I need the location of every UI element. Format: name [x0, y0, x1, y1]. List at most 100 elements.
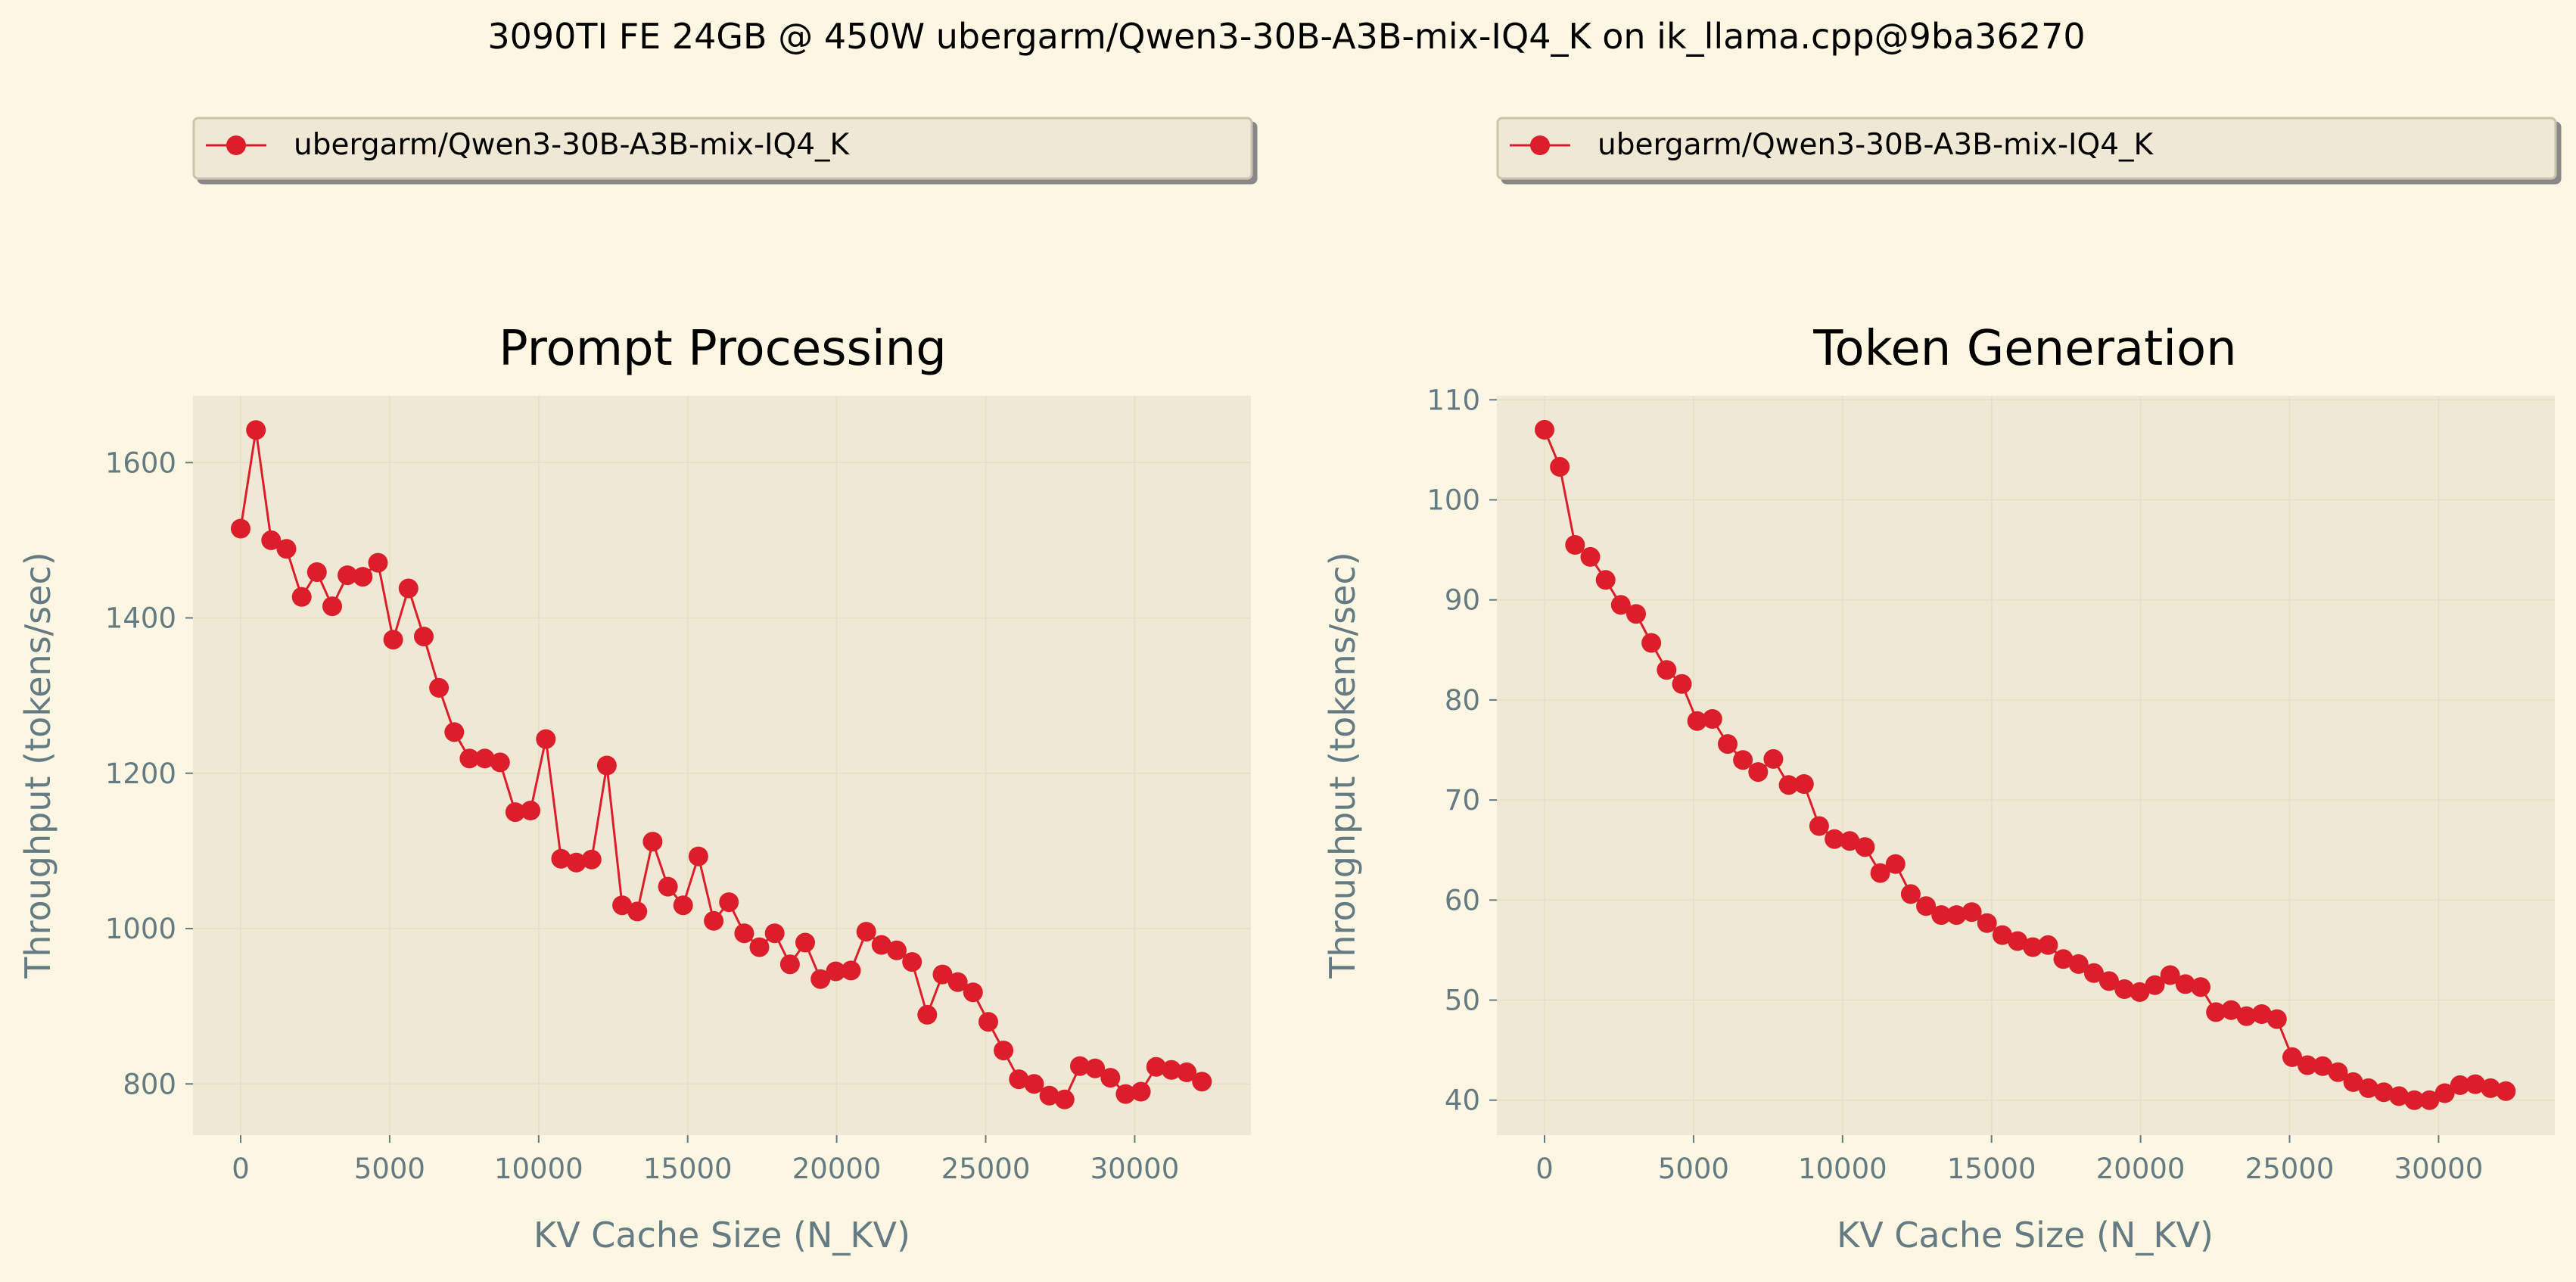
data-point	[2389, 1086, 2410, 1106]
data-point	[322, 596, 342, 617]
data-point	[871, 935, 891, 955]
data-point	[1931, 905, 1952, 926]
data-point	[994, 1041, 1014, 1061]
data-point	[398, 578, 418, 599]
x-tick-label: 10000	[1798, 1153, 1887, 1185]
data-point	[566, 852, 586, 873]
data-point	[1900, 884, 1921, 904]
data-point	[1595, 570, 1616, 590]
data-point	[1687, 711, 1707, 731]
legend-box	[1496, 117, 2557, 180]
y-tick-label: 70	[1445, 784, 1480, 817]
data-point	[1580, 546, 1601, 567]
data-point	[2191, 977, 2210, 997]
data-point	[1809, 816, 1829, 836]
data-point	[1885, 854, 1906, 874]
data-point	[2083, 963, 2104, 983]
data-point	[1763, 748, 1784, 769]
data-point	[841, 960, 861, 981]
data-point	[1070, 1056, 1090, 1076]
data-point	[2251, 1004, 2272, 1024]
data-point	[2404, 1090, 2425, 1110]
data-point	[658, 876, 678, 897]
legend: ubergarm/Qwen3-30B-A3B-mix-IQ4_K	[192, 117, 1253, 180]
data-point	[2465, 1074, 2485, 1094]
data-point	[1733, 750, 1753, 770]
x-tick-label: 0	[1535, 1153, 1554, 1185]
data-point	[2374, 1082, 2394, 1103]
x-tick-label: 25000	[2245, 1153, 2335, 1185]
data-point	[642, 832, 663, 852]
data-point	[2358, 1078, 2378, 1098]
data-point	[383, 630, 403, 650]
figure-suptitle: 3090TI FE 24GB @ 450W ubergarm/Qwen3-30B…	[487, 16, 2085, 57]
y-axis-ticks: 800 1000 1200 1400 1600	[105, 447, 193, 1100]
data-point	[627, 901, 648, 922]
x-axis-label: KV Cache Size (N_KV)	[1837, 1215, 2214, 1256]
grid	[193, 396, 1251, 1135]
data-point	[1161, 1060, 1181, 1080]
data-point	[1535, 419, 1554, 440]
data-point	[2434, 1083, 2455, 1103]
data-point	[2099, 971, 2119, 991]
legend-box	[192, 117, 1253, 180]
data-point	[353, 567, 373, 587]
data-point	[2160, 965, 2180, 985]
data-point	[2481, 1078, 2501, 1098]
chart-token-generation: ubergarm/Qwen3-30B-A3B-mix-IQ4_K Token G…	[1322, 117, 2557, 1256]
data-point	[474, 748, 495, 769]
y-tick-label: 80	[1445, 684, 1480, 717]
data-point	[1024, 1074, 1044, 1094]
data-point	[521, 801, 541, 820]
data-point	[978, 1012, 998, 1032]
data-point	[1702, 709, 1722, 729]
data-point	[444, 722, 465, 742]
x-axis-ticks: 0 5000 10000 15000 20000 25000 30000	[232, 1135, 1179, 1185]
x-tick-label: 10000	[494, 1153, 583, 1185]
data-point	[414, 627, 434, 647]
data-point	[932, 964, 953, 985]
data-point	[1192, 1072, 1212, 1092]
plot-title: Prompt Processing	[499, 321, 947, 377]
data-point	[1100, 1068, 1121, 1088]
x-tick-label: 5000	[1658, 1153, 1729, 1185]
legend-label: ubergarm/Qwen3-30B-A3B-mix-IQ4_K	[294, 128, 851, 162]
data-point	[2496, 1081, 2516, 1101]
data-point	[826, 961, 846, 982]
legend: ubergarm/Qwen3-30B-A3B-mix-IQ4_K	[1496, 117, 2557, 180]
y-tick-label: 800	[123, 1068, 176, 1100]
data-point	[261, 530, 282, 550]
data-point	[1039, 1085, 1059, 1106]
y-tick-label: 60	[1445, 884, 1480, 916]
data-point	[2068, 954, 2089, 974]
data-point	[536, 729, 556, 749]
data-point	[2221, 1000, 2242, 1020]
data-point	[719, 892, 739, 913]
x-axis-ticks: 0 5000 10000 15000 20000 25000 30000	[1535, 1135, 2483, 1185]
data-point	[810, 969, 831, 989]
data-point	[291, 587, 312, 607]
y-tick-label: 90	[1445, 584, 1480, 617]
data-point	[2266, 1009, 2287, 1029]
data-point	[1855, 837, 1875, 857]
data-point	[2053, 949, 2074, 969]
data-point	[795, 932, 815, 953]
data-point	[2206, 1002, 2226, 1022]
data-point	[1916, 896, 1937, 916]
data-point	[902, 952, 922, 972]
y-tick-label: 50	[1445, 985, 1480, 1017]
data-point	[1550, 456, 1570, 477]
plot-area	[1497, 396, 2555, 1135]
data-series	[231, 420, 1212, 1109]
x-axis-label: KV Cache Size (N_KV)	[534, 1215, 910, 1256]
y-tick-label: 1000	[105, 913, 176, 945]
data-point	[459, 748, 480, 769]
data-point	[1840, 831, 1860, 851]
data-point	[2023, 937, 2043, 957]
data-point	[1085, 1058, 1106, 1078]
data-point	[673, 895, 693, 916]
data-point	[749, 937, 770, 957]
data-point	[2236, 1006, 2257, 1026]
data-point	[1626, 604, 1646, 624]
